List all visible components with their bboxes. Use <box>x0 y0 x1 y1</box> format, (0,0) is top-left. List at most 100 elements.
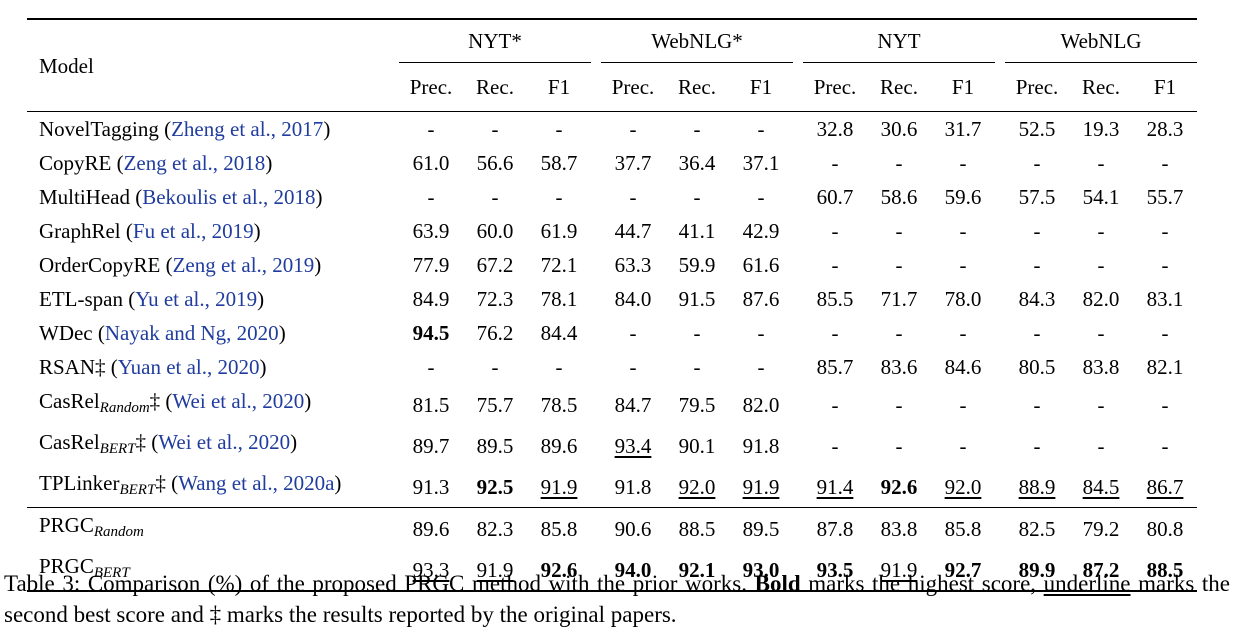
score-value: - <box>693 321 701 345</box>
column-gap <box>591 63 601 112</box>
score-cell: 78.1 <box>527 282 591 316</box>
column-gap <box>389 316 399 350</box>
score-value: - <box>491 117 499 141</box>
score-cell: 89.6 <box>527 425 591 466</box>
score-value: - <box>1097 392 1105 417</box>
model-subscript: Random <box>99 400 150 416</box>
metric-header-row: Prec. Rec. F1 Prec. Rec. F1 Prec. Rec. F1 Prec. Re… <box>27 63 1197 112</box>
model-subscript: BERT <box>93 565 130 581</box>
column-gap <box>793 384 803 425</box>
score-cell: 81.5 <box>399 384 463 425</box>
score-cell: 37.7 <box>601 146 665 180</box>
column-gap <box>793 180 803 214</box>
column-gap <box>591 466 601 508</box>
score-cell: 61.6 <box>729 248 793 282</box>
score-value: - <box>959 433 967 458</box>
score-cell: 85.8 <box>527 507 591 549</box>
score-cell: - <box>1005 316 1069 350</box>
score-cell: 91.8 <box>601 466 665 508</box>
score-value: 89.5 <box>476 433 514 458</box>
citation-link: Zheng et al., 2017 <box>171 117 324 141</box>
score-value: 80.5 <box>1018 355 1056 379</box>
score-value: - <box>757 321 765 345</box>
score-cell: 59.9 <box>665 248 729 282</box>
score-value: 91.3 <box>412 474 450 499</box>
score-value: 93.3 <box>412 557 450 582</box>
table-row: CasRelRandom‡ (Wei et al., 2020) 81.5 75.7… <box>27 384 1197 425</box>
score-value: - <box>895 253 903 277</box>
column-gap <box>591 384 601 425</box>
model-name: OrderCopyRE <box>39 253 161 277</box>
score-value: - <box>895 433 903 458</box>
score-value: 90.1 <box>678 433 716 458</box>
group-header-webnlg-star: WebNLG* <box>601 18 793 63</box>
score-value: 89.5 <box>742 516 780 541</box>
score-cell: 91.4 <box>803 466 867 508</box>
score-value: 92.5 <box>476 474 514 499</box>
score-cell: - <box>803 146 867 180</box>
score-value: 91.9 <box>880 557 918 582</box>
score-value: - <box>831 219 839 243</box>
score-value: - <box>1033 151 1041 175</box>
score-value: - <box>1033 433 1041 458</box>
group-header-nyt: NYT <box>803 18 995 63</box>
score-value: 77.9 <box>412 253 450 277</box>
score-cell: 63.9 <box>399 214 463 248</box>
score-cell: - <box>1133 146 1197 180</box>
score-cell: 91.9 <box>867 549 931 592</box>
column-gap <box>995 111 1005 146</box>
score-cell: 94.0 <box>601 549 665 592</box>
score-cell: 72.1 <box>527 248 591 282</box>
model-name: ETL-span <box>39 287 123 311</box>
metric-header: Prec. <box>409 75 453 99</box>
score-value: - <box>491 355 499 379</box>
column-gap <box>793 111 803 146</box>
score-cell: - <box>527 111 591 146</box>
score-cell: - <box>803 316 867 350</box>
score-cell: - <box>867 384 931 425</box>
score-cell: 61.0 <box>399 146 463 180</box>
score-cell: 92.5 <box>463 466 527 508</box>
score-value: - <box>629 355 637 379</box>
column-gap <box>389 549 399 592</box>
column-gap <box>389 248 399 282</box>
metric-header: Rec. <box>476 75 514 99</box>
column-gap <box>793 282 803 316</box>
score-value: 84.3 <box>1018 287 1056 311</box>
score-value: 91.5 <box>678 287 716 311</box>
score-value: 82.1 <box>1146 355 1184 379</box>
score-cell: - <box>463 111 527 146</box>
table-row: WDec (Nayak and Ng, 2020) 94.5 76.2 84.4 - - -… <box>27 316 1197 350</box>
column-gap <box>591 282 601 316</box>
column-gap <box>389 507 399 549</box>
table-row: TPLinkerBERT‡ (Wang et al., 2020a) 91.3 92… <box>27 466 1197 508</box>
score-value: 59.6 <box>944 185 982 209</box>
score-value: - <box>959 219 967 243</box>
score-value: 90.6 <box>614 516 652 541</box>
score-value: 93.0 <box>742 557 780 582</box>
score-cell: 36.4 <box>665 146 729 180</box>
score-value: - <box>895 219 903 243</box>
score-value: 83.1 <box>1146 287 1184 311</box>
score-cell: - <box>867 425 931 466</box>
model-name: PRGC <box>39 513 94 537</box>
score-value: 88.9 <box>1018 474 1056 499</box>
score-value: 83.8 <box>880 516 918 541</box>
model-cell: ETL-span (Yu et al., 2019) <box>39 287 265 311</box>
score-value: 52.5 <box>1018 117 1056 141</box>
score-cell: 67.2 <box>463 248 527 282</box>
score-cell: - <box>803 248 867 282</box>
score-cell: 92.6 <box>527 549 591 592</box>
score-value: 42.9 <box>742 219 780 243</box>
score-cell: 82.0 <box>1069 282 1133 316</box>
score-cell: 52.5 <box>1005 111 1069 146</box>
score-cell: 91.3 <box>399 466 463 508</box>
score-value: 92.0 <box>944 474 982 499</box>
score-value: 87.2 <box>1082 557 1120 582</box>
score-cell: 82.3 <box>463 507 527 549</box>
model-subscript: BERT <box>119 482 156 498</box>
column-gap <box>389 350 399 384</box>
score-cell: 71.7 <box>867 282 931 316</box>
citation-link: Yu et al., 2019 <box>135 287 258 311</box>
score-cell: 82.1 <box>1133 350 1197 384</box>
